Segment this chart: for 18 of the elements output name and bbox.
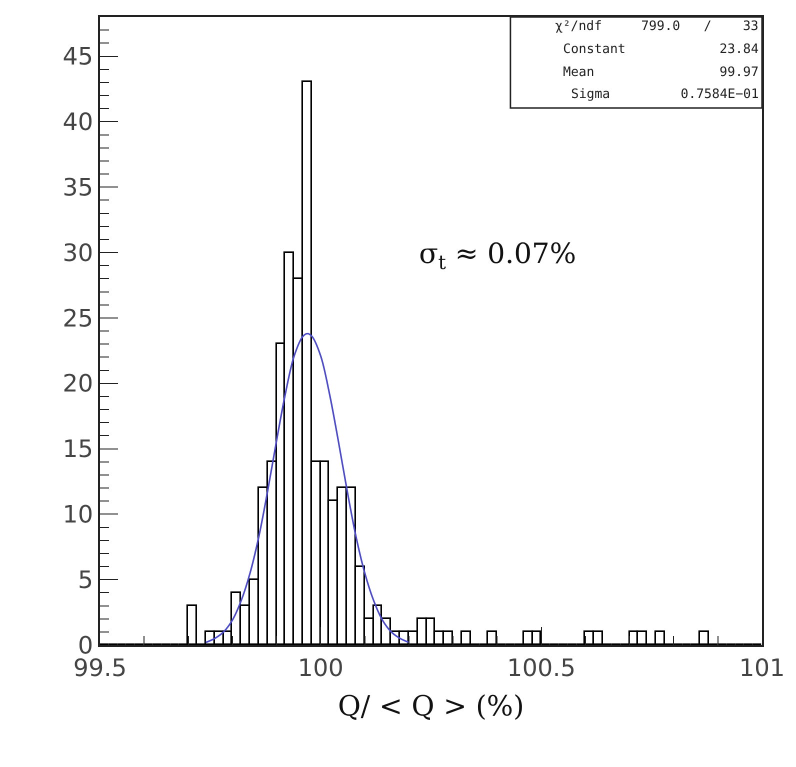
y-tick-label: 5 xyxy=(78,566,94,594)
y-tick-label: 25 xyxy=(62,304,94,332)
y-tick-label: 10 xyxy=(62,500,94,529)
y-tick-label: 30 xyxy=(62,238,94,267)
x-tick-label: 100 xyxy=(298,654,344,682)
x-axis-title: Q/ < Q > (%) xyxy=(338,689,524,722)
y-tick-label: 20 xyxy=(62,370,94,398)
x-tick-label: 100.5 xyxy=(506,654,576,682)
y-tick-label: 45 xyxy=(62,42,94,71)
annotation: σ$_{t}$ ≈ 0.07% xyxy=(419,237,576,274)
x-tick-label: 101 xyxy=(739,654,785,682)
annotation: Sigma 0.7584E−01 xyxy=(571,87,759,102)
annotation: Constant 23.84 xyxy=(563,42,759,57)
y-tick-label: 35 xyxy=(62,173,94,202)
annotation: Mean 99.97 xyxy=(563,65,759,80)
annotation: χ²/ndf 799.0 / 33 xyxy=(555,19,758,34)
y-tick-label: 15 xyxy=(62,435,94,464)
y-tick-label: 40 xyxy=(62,108,94,136)
